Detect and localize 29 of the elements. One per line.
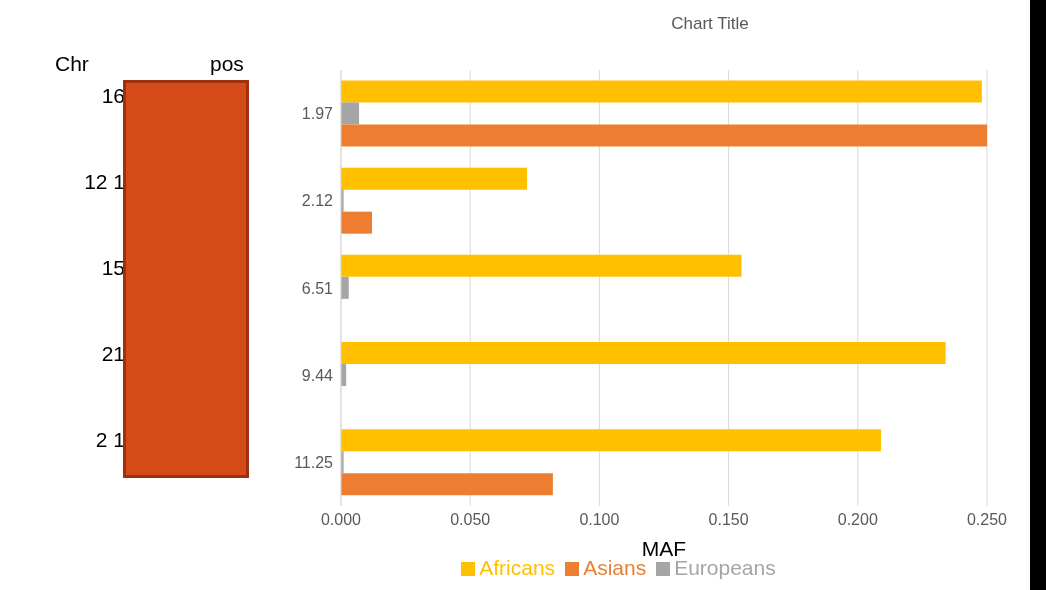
bar bbox=[341, 254, 742, 277]
bar bbox=[341, 429, 882, 452]
bar bbox=[341, 211, 373, 234]
x-tick-label: 0.250 bbox=[966, 511, 1008, 529]
text: 16 bbox=[101, 84, 125, 108]
chart-title: Chart Title bbox=[670, 14, 750, 34]
text: 21 bbox=[101, 342, 125, 366]
bar bbox=[341, 102, 360, 125]
text: Chr bbox=[55, 52, 89, 76]
legend-label: Africans bbox=[479, 556, 556, 579]
y-tick-label: 1.97 bbox=[301, 105, 334, 123]
bar bbox=[341, 276, 349, 299]
x-tick-label: 0.050 bbox=[450, 511, 491, 529]
y-tick-label: 11.25 bbox=[294, 454, 334, 472]
x-tick-label: 0.100 bbox=[579, 511, 620, 529]
text: 12 1 bbox=[84, 170, 125, 194]
x-tick-label: 0.150 bbox=[708, 511, 749, 529]
x-tick-label: 0.200 bbox=[837, 511, 878, 529]
bar bbox=[341, 167, 528, 190]
bar bbox=[341, 124, 987, 147]
text: pos bbox=[210, 52, 244, 76]
text: 2 1 bbox=[95, 428, 125, 452]
y-tick-label: 6.51 bbox=[301, 279, 334, 297]
bar bbox=[341, 473, 553, 496]
bar bbox=[341, 80, 982, 103]
bar bbox=[341, 342, 946, 365]
y-tick-label: 2.12 bbox=[301, 192, 334, 210]
x-tick-label: 0.000 bbox=[320, 511, 362, 529]
y-tick-label: 9.44 bbox=[301, 366, 334, 384]
